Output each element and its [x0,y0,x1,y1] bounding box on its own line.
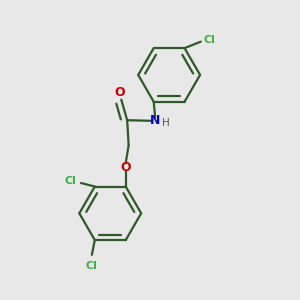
Text: Cl: Cl [204,35,216,45]
Text: H: H [163,118,170,128]
Text: O: O [120,161,131,174]
Text: Cl: Cl [64,176,76,186]
Text: Cl: Cl [86,261,98,271]
Text: O: O [115,86,125,99]
Text: N: N [150,114,160,127]
